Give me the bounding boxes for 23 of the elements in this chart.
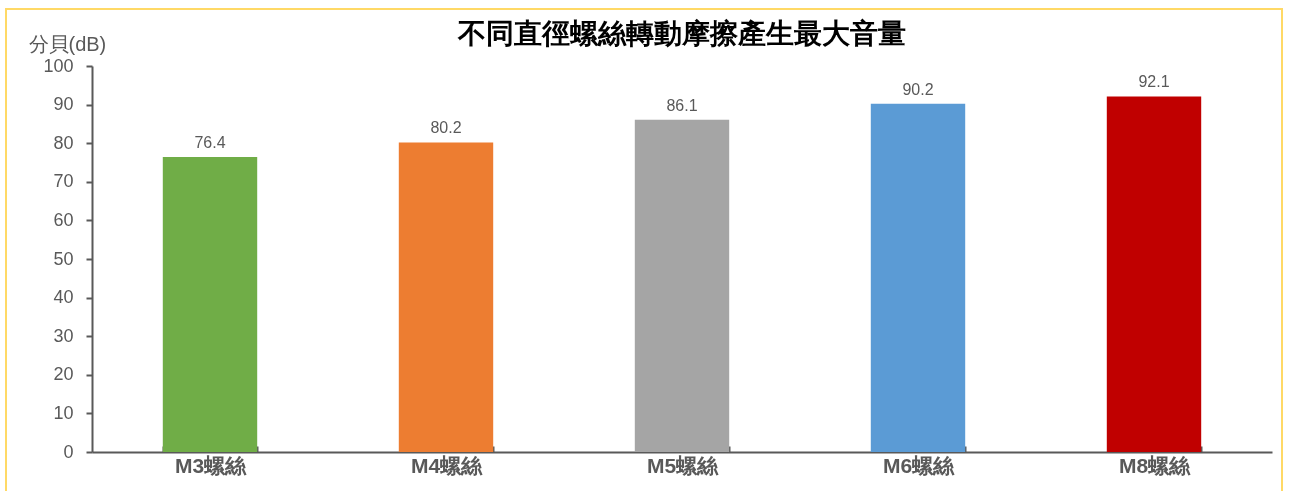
- x-tick-label: M4螺絲: [410, 453, 484, 477]
- data-label: 92.1: [1138, 73, 1170, 91]
- y-tick-label: 60: [53, 209, 74, 230]
- y-tick-label: 10: [53, 402, 74, 423]
- x-tick-label: M8螺絲: [1118, 453, 1192, 477]
- data-label: 76.4: [194, 134, 226, 152]
- data-label: 90.2: [902, 80, 934, 98]
- x-tick-label: M6螺絲: [882, 453, 956, 477]
- y-tick-label: 50: [53, 248, 74, 269]
- y-tick-label: 40: [53, 287, 74, 308]
- data-label: 86.1: [666, 96, 698, 114]
- y-tick-label: 30: [53, 325, 74, 346]
- y-tick-label: 80: [53, 132, 74, 153]
- y-tick-label: 0: [63, 441, 74, 462]
- data-label: 80.2: [430, 119, 462, 137]
- x-tick-label: M3螺絲: [174, 453, 248, 477]
- y-tick-label: 90: [53, 94, 74, 115]
- y-tick-label: 100: [43, 55, 74, 76]
- y-tick-label: 20: [53, 364, 74, 385]
- chart-title: 不同直徑螺絲轉動摩擦產生最大音量: [457, 18, 906, 49]
- y-axis-title: 分貝(dB): [28, 32, 107, 55]
- x-tick-label: M5螺絲: [646, 453, 720, 477]
- y-tick-label: 70: [53, 171, 74, 192]
